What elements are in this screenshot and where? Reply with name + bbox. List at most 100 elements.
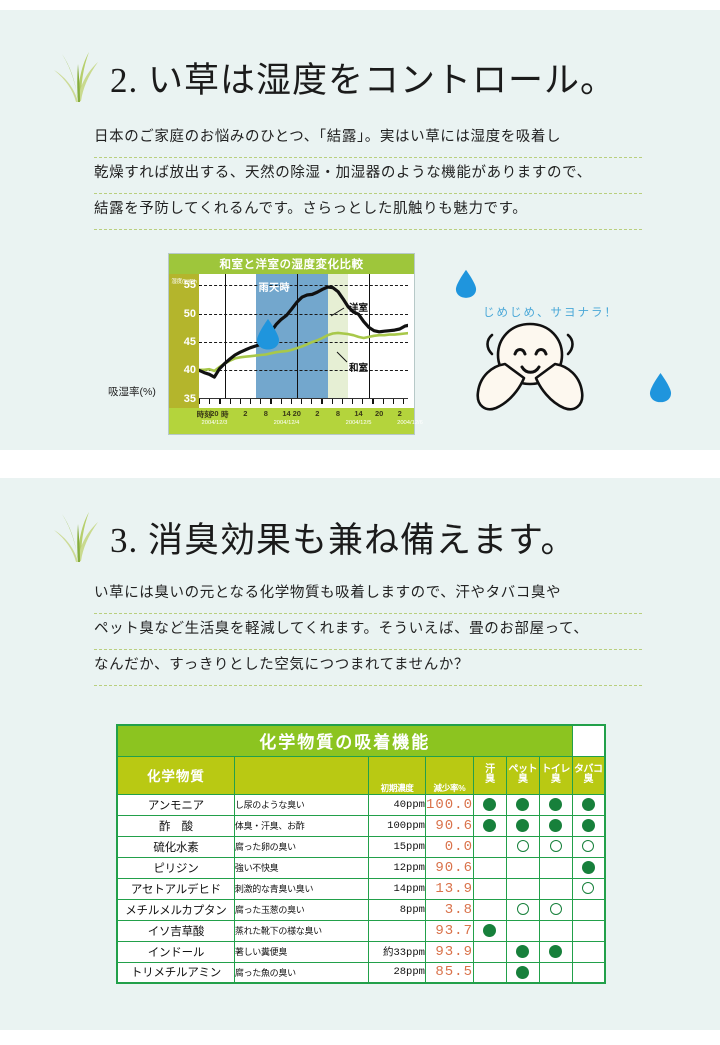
chart-day-divider [224,274,227,408]
chart-x-tick-label: 時刻 [196,410,212,419]
cell-odor-mark-3 [538,856,573,879]
cell-chemical-name: 硫化水素 [116,835,235,858]
body-line: い草には臭いの元となる化学物質も吸着しますので、汗やタバコ臭や [94,578,642,614]
cell-odor-mark-1 [472,877,507,900]
chart-x-tickmark [290,399,292,404]
filled-circle-icon [516,965,530,979]
cell-odor-mark-1 [472,793,507,816]
chart-x-tickmark [219,399,221,404]
filled-circle-icon [483,818,497,832]
chart-x-tickmark [270,399,272,404]
chart-x-tickmark [199,399,201,404]
chart-x-tickmark [351,399,354,404]
cell-odor-description: 蒸れた靴下の様な臭い [233,919,370,942]
cell-odor-mark-1 [472,814,507,837]
filled-circle-icon [581,860,595,874]
table-row: 酢 酸体臭・汗臭、お酢 100ppm 90.6 [116,814,606,837]
cell-reduction-rate: 93.7 [424,919,474,942]
chart-x-tick-label: 14 [354,409,363,418]
chart-day-divider [368,274,371,408]
table-header-odor-2: ペット臭 [505,755,540,795]
grass-icon [54,52,98,102]
filled-circle-icon [516,944,530,958]
open-circle-icon [582,882,595,895]
cell-odor-mark-4 [571,814,606,837]
chart-y-unit-badge: 湿度(%)Rh [171,278,197,285]
table-header-row: 化学物質 初期濃度 減少率% 汗臭ペット臭トイレ臭タバコ臭 [116,755,606,795]
chart-x-tickmark [239,399,241,404]
cell-reduction-rate: 85.5 [424,961,474,984]
chart-x-date-label: 2004/12/4 [273,420,300,426]
chart-x-tickmark [249,399,252,404]
cell-odor-mark-2 [505,919,540,942]
chart-x-date-label: 2004/12/3 [201,420,228,426]
chart-rain-annotation: 雨天時 [258,283,291,294]
chart-series-洋室 [199,285,408,379]
chart-x-tick-label: 2 [315,409,320,418]
filled-circle-icon [483,797,497,811]
table-header-odor-3: トイレ臭 [538,755,573,795]
chart-green-band [327,274,349,408]
body-line: 結露を予防してくれるんです。さらっとした肌触りも魅力です。 [94,194,642,230]
cell-initial-concentration: 15ppm [368,835,426,858]
cell-initial-concentration: 100ppm [368,814,426,837]
chart-x-date-label: 2004/12/5 [345,420,372,426]
mascot-speech-text: じめじめ、サヨナラ！ [483,307,618,319]
table-row: アセトアルデヒド 刺激的な青臭い臭い 14ppm 13.9 [116,877,606,900]
cell-reduction-rate: 0.0 [424,835,474,858]
chart-title: 和室と洋室の湿度変化比較 [169,254,414,274]
chart-x-tickmark [321,399,323,404]
chart-x-tickmark [341,399,343,404]
chart-plot-area: 雨天時 洋室 和室 [199,274,408,408]
cell-odor-description: 刺激的な青臭い臭い [233,877,370,900]
cell-chemical-name: メチルメルカプタン [116,898,235,921]
droplet-top-right [455,269,477,298]
cell-reduction-rate: 3.8 [424,898,474,921]
cell-odor-mark-1 [472,835,507,858]
chart-x-tickmark [402,399,405,404]
chart-day-divider [296,274,299,408]
table-header-initial-concentration: 初期濃度 [368,755,426,795]
chart-gridline [199,370,408,372]
chart-gridline [199,313,408,315]
chart-series-label-western: 洋室 [349,303,369,314]
body-line: なんだか、すっきりとした空気につつまれてませんか？ [94,650,642,686]
cell-odor-mark-3 [538,793,573,816]
table-row: アンモニア し尿のような臭い 40ppm 100.0 [116,793,606,816]
cell-initial-concentration: 8ppm [368,898,426,921]
chart-x-tick-label: 2 [397,409,402,418]
cell-odor-mark-1 [472,898,507,921]
section3-body: い草には臭いの元となる化学物質も吸着しますので、汗やタバコ臭や ペット臭など生活… [94,578,642,686]
filled-circle-icon [549,944,563,958]
cell-chemical-name: 酢 酸 [116,814,235,837]
cell-odor-mark-2 [505,835,540,858]
cell-reduction-rate: 100.0 [424,793,474,816]
table-header-description [233,755,370,795]
droplet-bottom-right [649,372,672,403]
table-row: 硫化水素 腐った卵の臭い 15ppm 0.0 [116,835,606,858]
section2-heading: 2. い草は湿度をコントロール。 [52,46,616,102]
chart-x-tickmark [382,399,384,404]
body-line: ペット臭など生活臭を軽減してくれます。そういえば、畳のお部屋って、 [94,614,642,650]
cell-odor-description: 体臭・汗臭、お酢 [233,814,370,837]
section3-heading: 3. 消臭効果も兼ね備えます。 [52,506,577,562]
chemical-adsorption-table: 化学物質の吸着機能 化学物質 初期濃度 減少率% 汗臭ペット臭トイレ臭タバコ臭 アンモ… [116,724,606,984]
table-header-reduction-rate: 減少率% [424,755,474,795]
cell-odor-mark-2 [505,856,540,879]
cell-odor-mark-2 [505,898,540,921]
chart-x-tickmark [300,399,303,404]
chart-series-label-japanese: 和室 [349,363,369,374]
chart-y-tick: 35 [183,392,196,405]
chart-x-axis-rule [199,398,408,408]
table-row: イソ吉草酸 蒸れた靴下の様な臭い 93.7 [116,919,606,942]
chart-y-axis-band [169,274,199,408]
filled-circle-icon [581,818,595,832]
chart-series-lines [199,285,408,379]
mascot-figure [476,322,584,411]
open-circle-icon [549,903,562,916]
cell-chemical-name: トリメチルアミン [116,961,235,984]
cell-odor-mark-2 [505,877,540,900]
chart-series-和室 [199,331,408,373]
chart-x-tick-label: 20 [292,409,301,418]
